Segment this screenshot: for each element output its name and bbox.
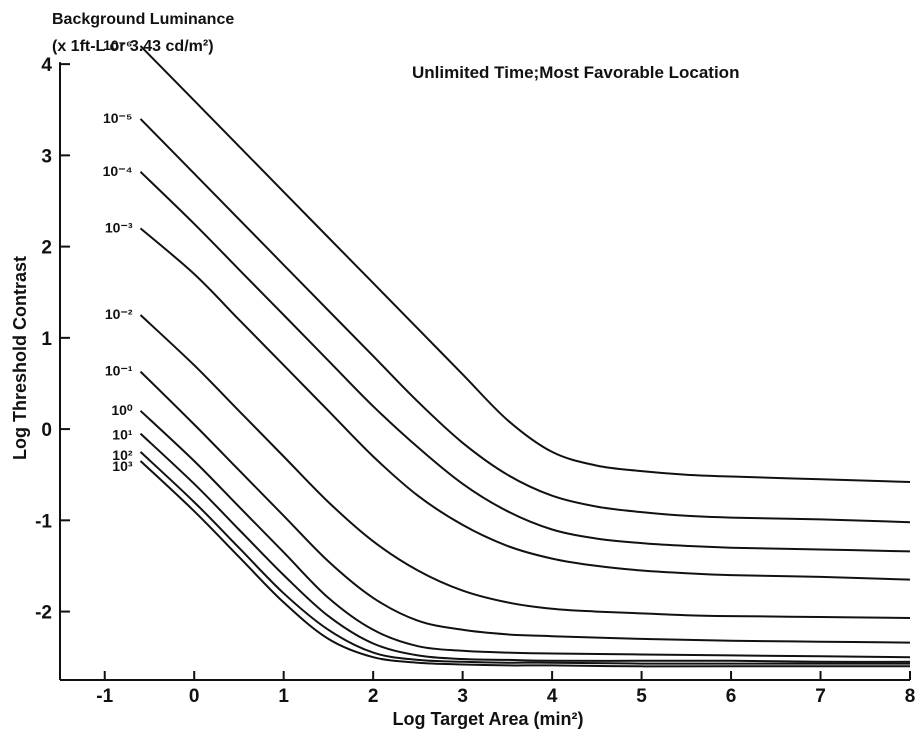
series-label: 10⁻² <box>105 306 133 322</box>
x-tick-label: 0 <box>189 686 200 707</box>
series-line <box>139 45 911 483</box>
x-tick-label: 2 <box>368 686 379 707</box>
x-tick-label: 6 <box>726 686 737 707</box>
chart-annotation: Unlimited Time;Most Favorable Location <box>412 63 739 82</box>
legend-title-line1: Background Luminance <box>52 11 234 28</box>
x-tick-label: 5 <box>636 686 647 707</box>
x-tick-label: 1 <box>278 686 289 707</box>
y-tick-label: 1 <box>41 329 52 350</box>
y-tick-label: 4 <box>41 55 52 76</box>
y-tick-label: 2 <box>41 238 52 259</box>
x-tick-label: 7 <box>815 686 826 707</box>
series-curves <box>139 45 911 668</box>
x-tick-label: 8 <box>905 686 916 707</box>
y-tick-label: 0 <box>41 420 52 441</box>
series-label: 10² <box>112 447 133 463</box>
series-label: 10⁰ <box>111 402 133 418</box>
series-line <box>139 227 911 581</box>
y-tick-label: -2 <box>35 603 52 624</box>
y-tick-label: 3 <box>41 146 52 167</box>
legend-title-line2: (x 1ft-L or 3.43 cd/m²) <box>52 38 214 55</box>
series-label: 10⁻⁴ <box>103 163 133 179</box>
series-line <box>139 118 911 524</box>
series-label: 10⁻³ <box>105 219 133 235</box>
series-line <box>139 410 911 659</box>
series-line <box>139 432 911 663</box>
axes <box>59 62 910 681</box>
series-label: 10³ <box>112 458 133 474</box>
series-label: 10¹ <box>112 427 133 443</box>
x-tick-label: -1 <box>96 686 113 707</box>
series-line <box>139 171 911 553</box>
series-line <box>139 451 910 665</box>
ticks: -1 0 1 2 3 4 5 6 7 8 4 3 2 1 0 -1 -2 <box>35 55 915 707</box>
series-label: 10⁻⁵ <box>103 110 133 126</box>
x-tick-label: 4 <box>547 686 558 707</box>
y-axis-title: Log Threshold Contrast <box>10 256 30 460</box>
x-axis-title: Log Target Area (min²) <box>392 709 583 729</box>
x-tick-label: 3 <box>457 686 468 707</box>
series-label: 10⁻⁶ <box>103 37 132 53</box>
series-line <box>139 314 911 619</box>
series-label: 10⁻¹ <box>105 363 133 379</box>
y-tick-label: -1 <box>35 511 52 532</box>
series-line <box>139 370 911 644</box>
series-line <box>139 460 910 668</box>
